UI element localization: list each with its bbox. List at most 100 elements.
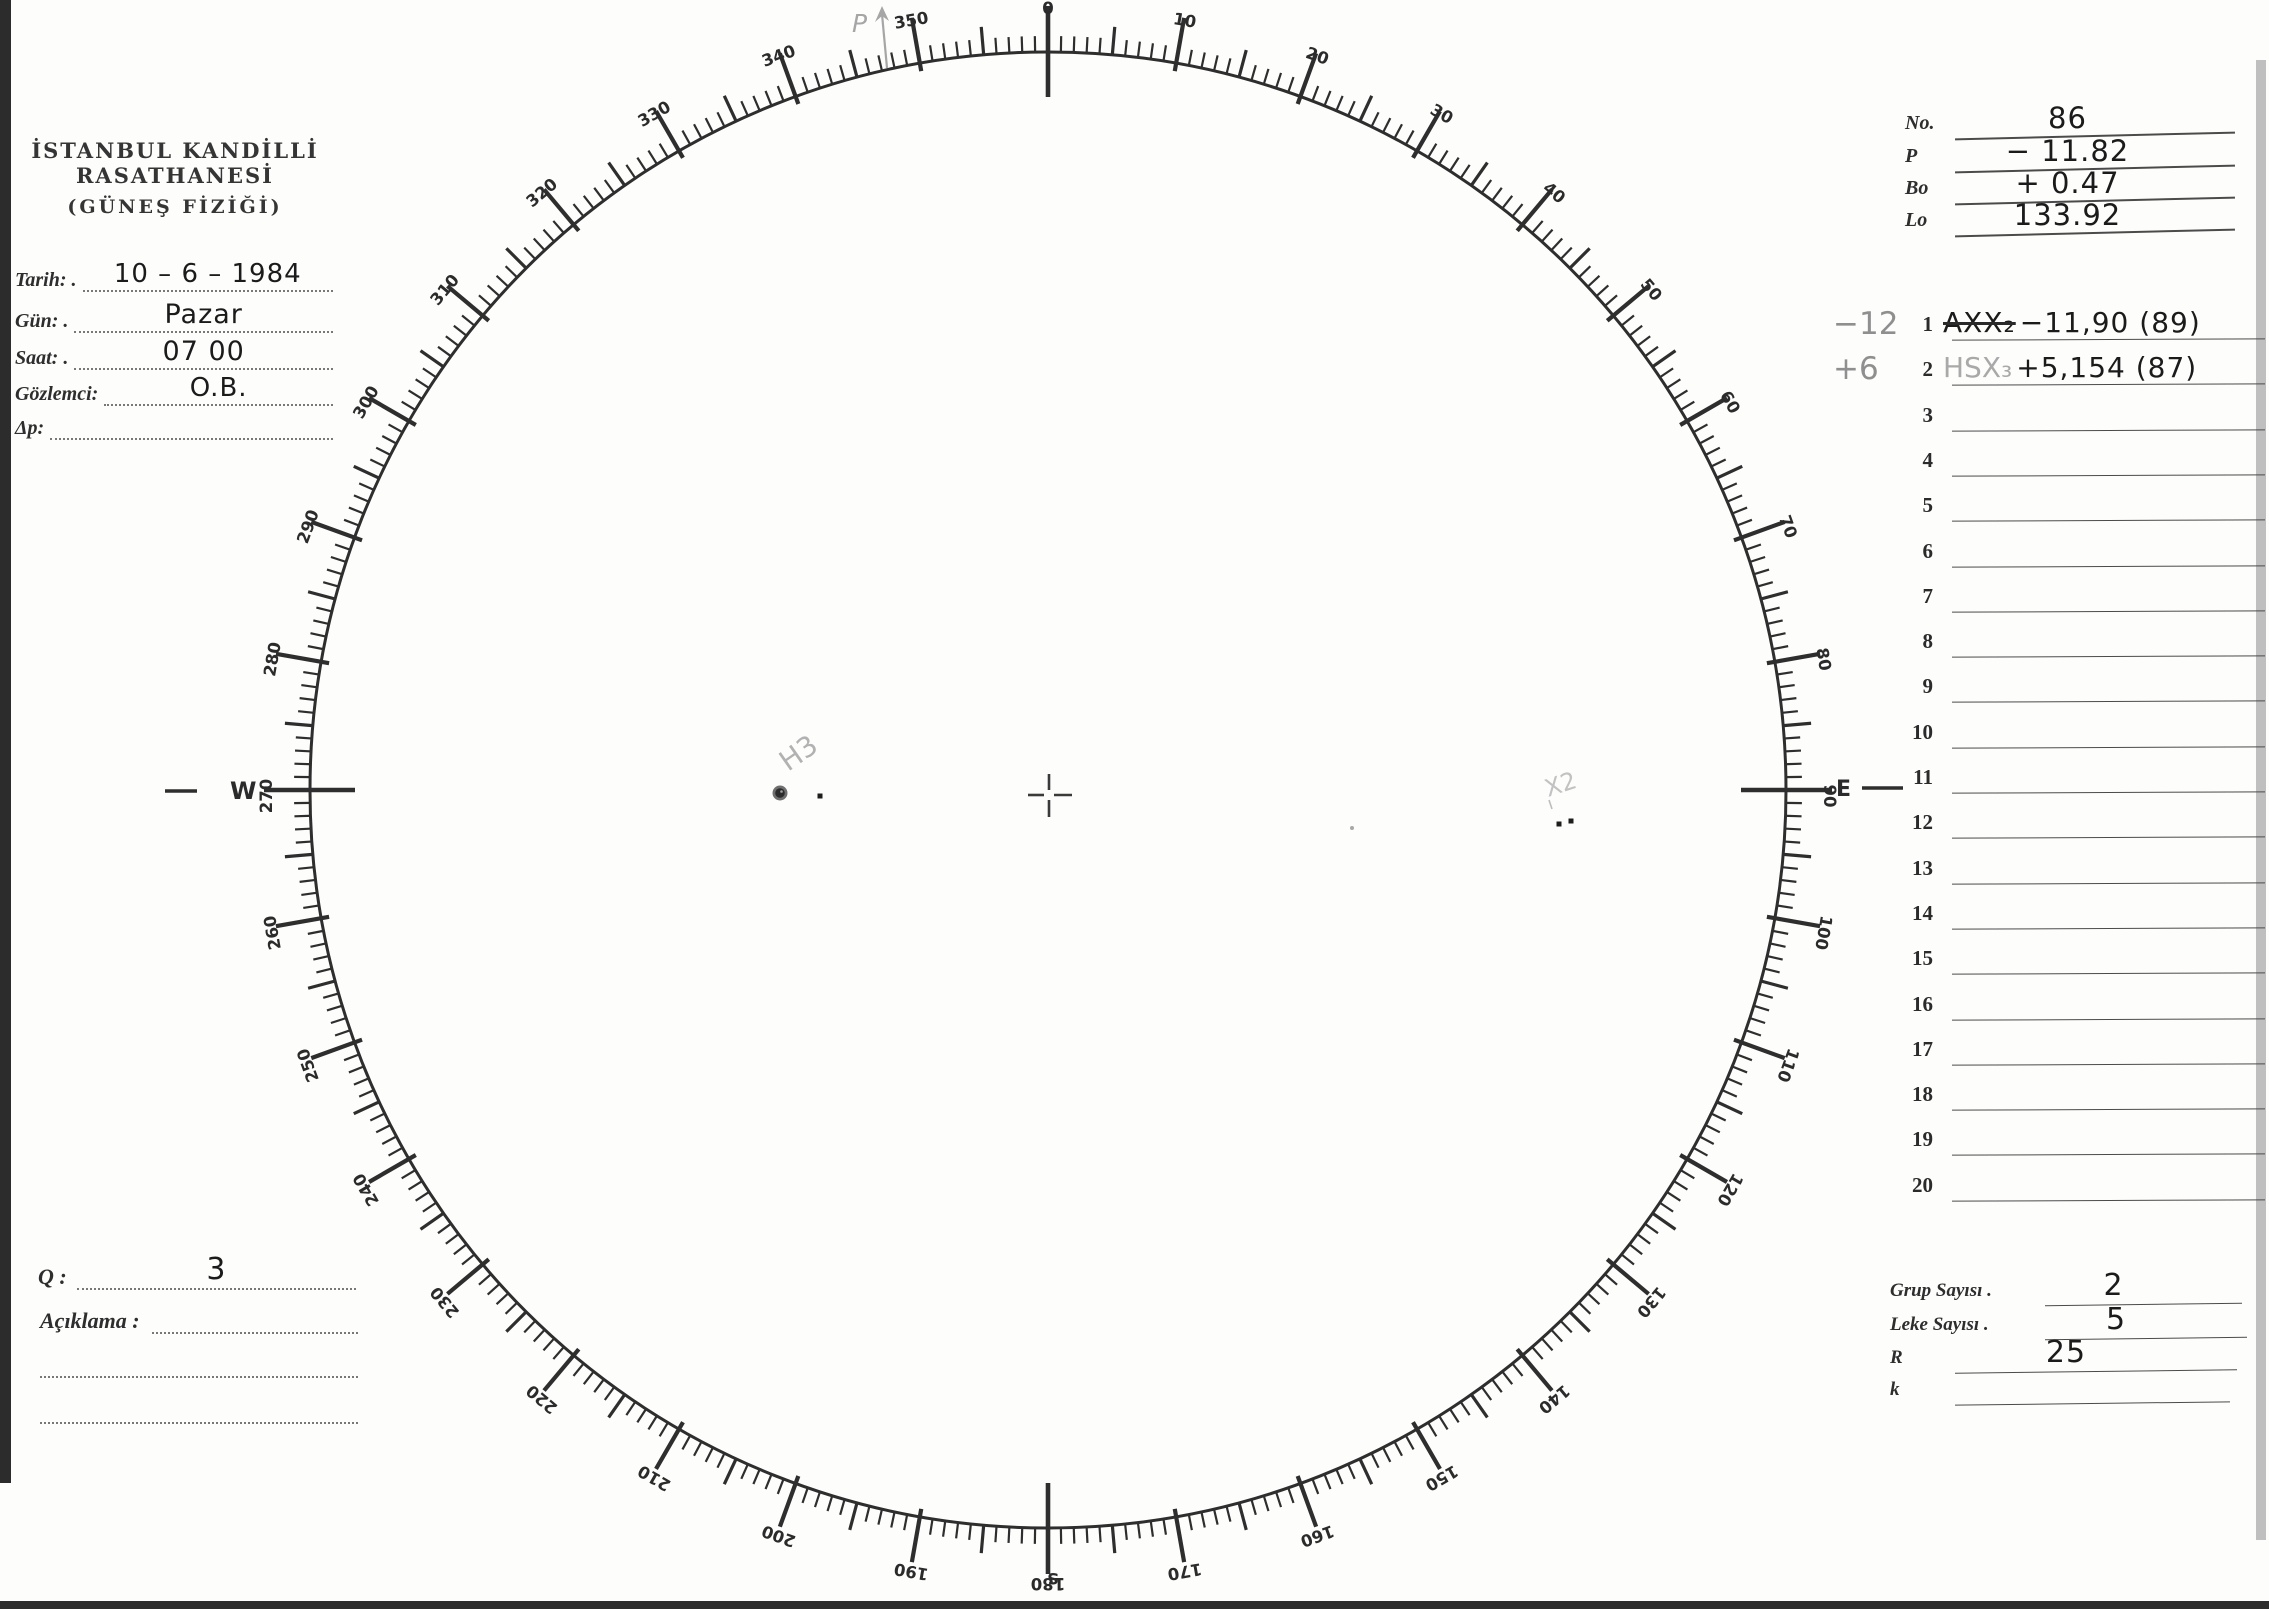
degree-tick	[764, 1472, 773, 1490]
degree-tick	[461, 314, 476, 328]
degree-tick	[1672, 389, 1689, 401]
degree-tick	[401, 400, 417, 412]
degree-tick	[330, 1016, 348, 1025]
degree-tick	[294, 814, 312, 818]
degree-tick	[1779, 878, 1797, 883]
summary-value: 2	[2103, 1268, 2124, 1303]
degree-tick	[1500, 1370, 1514, 1385]
degree-tick	[777, 1475, 801, 1528]
degree-tick	[1650, 349, 1677, 369]
degree-tick	[1594, 284, 1610, 298]
degree-tick	[1735, 1053, 1753, 1062]
degree-tick	[625, 164, 637, 180]
degree-tick	[1730, 506, 1748, 515]
degree-tick	[1628, 1242, 1643, 1256]
degree-tick	[532, 237, 547, 252]
degree-tick	[299, 878, 317, 883]
degree-tick	[486, 284, 502, 298]
group-entry: AXX₂ −11,90 (89)	[1943, 306, 2201, 339]
degree-tick	[1643, 345, 1659, 358]
degree-tick	[1665, 1190, 1681, 1202]
degree-tick	[1530, 220, 1544, 235]
pencil-p-arrow	[880, 13, 889, 69]
degree-tick	[1459, 1400, 1471, 1416]
degree-tick	[446, 1257, 491, 1296]
degree-tick	[625, 1400, 637, 1416]
q-label: Q :	[38, 1264, 67, 1289]
degree-tick	[979, 26, 986, 56]
degree-tick	[1586, 1291, 1601, 1306]
field-value-saat: 07 00	[162, 336, 245, 367]
degree-tick	[1679, 396, 1729, 427]
degree-tick	[478, 1272, 493, 1286]
field-line-delta-p	[50, 410, 333, 440]
aciklama-line	[151, 1300, 358, 1334]
degree-tick	[552, 220, 566, 235]
group-list-row: 1 −12 AXX₂ −11,90 (89)	[1833, 306, 2267, 342]
group-list-row-number: 13	[1912, 855, 1933, 880]
degree-tick	[1346, 100, 1356, 118]
degree-tick	[994, 1525, 998, 1543]
group-list-row: 4	[1895, 442, 2267, 477]
degree-tick	[1777, 891, 1795, 897]
degree-tick	[1679, 400, 1695, 412]
degree-tick	[909, 17, 924, 72]
degree-tick	[375, 1123, 392, 1134]
degree-tick	[1426, 143, 1438, 159]
degree-tick	[716, 111, 726, 129]
degree-tick	[1110, 1524, 1117, 1554]
degree-tick	[1780, 710, 1798, 715]
degree-tick	[298, 710, 316, 715]
degree-tick	[461, 1252, 476, 1266]
degree-tick	[1620, 1252, 1635, 1266]
degree-tick	[593, 1377, 606, 1393]
degree-tick	[877, 55, 884, 73]
degree-tick	[928, 1517, 934, 1535]
degree-tick	[284, 852, 314, 859]
degree-tick	[504, 265, 519, 279]
degree-tick	[353, 464, 381, 480]
summary-value: 25	[2045, 1335, 2087, 1370]
degree-label: 310	[426, 271, 463, 310]
degree-tick	[955, 1521, 960, 1539]
group-entry-text: +5,154 (87)	[2016, 351, 2198, 385]
degree-tick	[1692, 423, 1708, 434]
degree-tick	[1540, 228, 1554, 244]
degree-tick	[1200, 1510, 1206, 1528]
degree-tick	[572, 203, 586, 218]
degree-tick	[1469, 161, 1489, 188]
degree-tick	[1744, 1028, 1762, 1037]
degree-tick	[1393, 123, 1403, 140]
degree-tick	[275, 914, 330, 929]
pencil-p-label: P	[852, 9, 868, 38]
field-line-saat: 07 00	[74, 336, 333, 370]
degree-tick	[504, 1301, 519, 1315]
degree-tick	[295, 840, 313, 844]
group-list-row: 14	[1895, 895, 2267, 930]
degree-tick	[1605, 284, 1650, 323]
degree-tick	[1540, 1336, 1554, 1352]
degree-tick	[1549, 237, 1564, 252]
south-label: S	[1047, 1569, 1059, 1588]
degree-tick	[353, 1100, 381, 1116]
ephemeris-label: Bo	[1905, 177, 1929, 199]
degree-tick	[1784, 814, 1802, 818]
degree-tick	[322, 581, 340, 588]
degree-tick	[1720, 482, 1738, 492]
degree-tick	[1765, 954, 1783, 961]
degree-tick	[752, 1467, 762, 1485]
degree-tick	[310, 519, 363, 543]
degree-tick	[1411, 109, 1442, 159]
aciklama-extra-line-2	[40, 1398, 358, 1424]
degree-tick	[1752, 568, 1770, 576]
degree-tick	[369, 458, 387, 468]
degree-tick	[367, 1153, 417, 1184]
degree-tick	[367, 396, 417, 427]
degree-label: 70	[1775, 513, 1801, 541]
degree-tick	[877, 1507, 884, 1525]
degree-tick	[1568, 247, 1591, 270]
field-value-gun: Pazar	[164, 299, 243, 330]
degree-tick	[422, 1201, 438, 1213]
degree-tick	[1085, 36, 1089, 55]
degree-tick	[1346, 1462, 1356, 1480]
